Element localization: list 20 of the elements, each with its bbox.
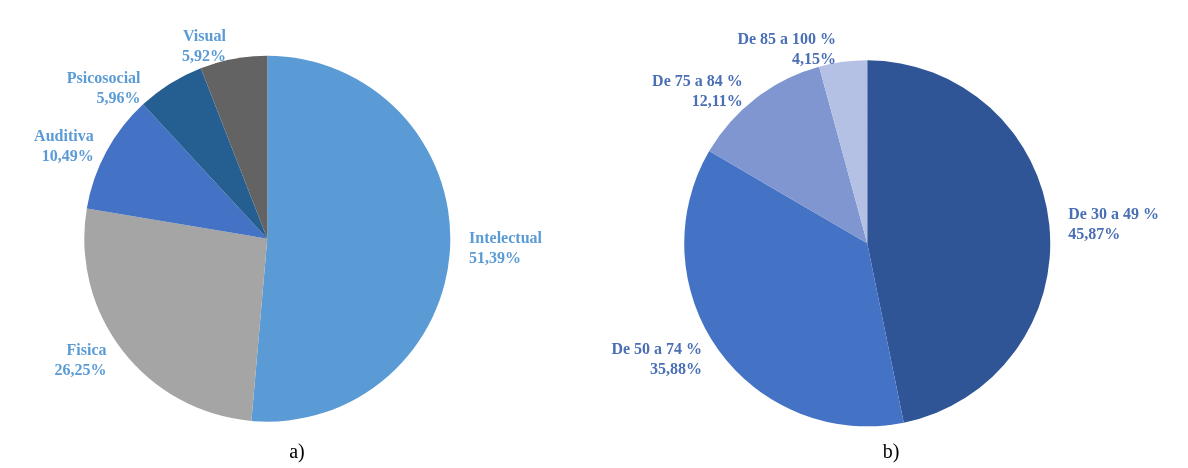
slice-label: Auditiva — [34, 126, 94, 144]
data-label: 5,96% — [96, 88, 141, 106]
slice-label: Fisica — [66, 340, 107, 358]
slice-label: Visual — [182, 26, 227, 44]
slice-label: De 85 a 100 % — [737, 29, 837, 47]
slice-label: De 50 a 74 % — [611, 339, 703, 357]
slice-label: Psicosocial — [66, 68, 142, 86]
text: a) — [289, 440, 305, 463]
data-label: 12,11% — [691, 91, 743, 109]
text: b) — [882, 440, 900, 463]
data-label: 26,25% — [54, 360, 107, 378]
slice-label: De 30 a 49 % — [1068, 205, 1159, 223]
data-label: 51,39% — [469, 248, 522, 266]
data-label: 10,49% — [41, 146, 94, 164]
data-label: 5,92% — [181, 46, 226, 64]
data-label: 4,15% — [792, 49, 837, 67]
data-label: 45,87% — [1068, 225, 1121, 243]
slice-label: De 75 a 84 % — [652, 71, 743, 89]
slice-label: Intelectual — [469, 228, 543, 246]
data-label: 35,88% — [650, 359, 703, 377]
